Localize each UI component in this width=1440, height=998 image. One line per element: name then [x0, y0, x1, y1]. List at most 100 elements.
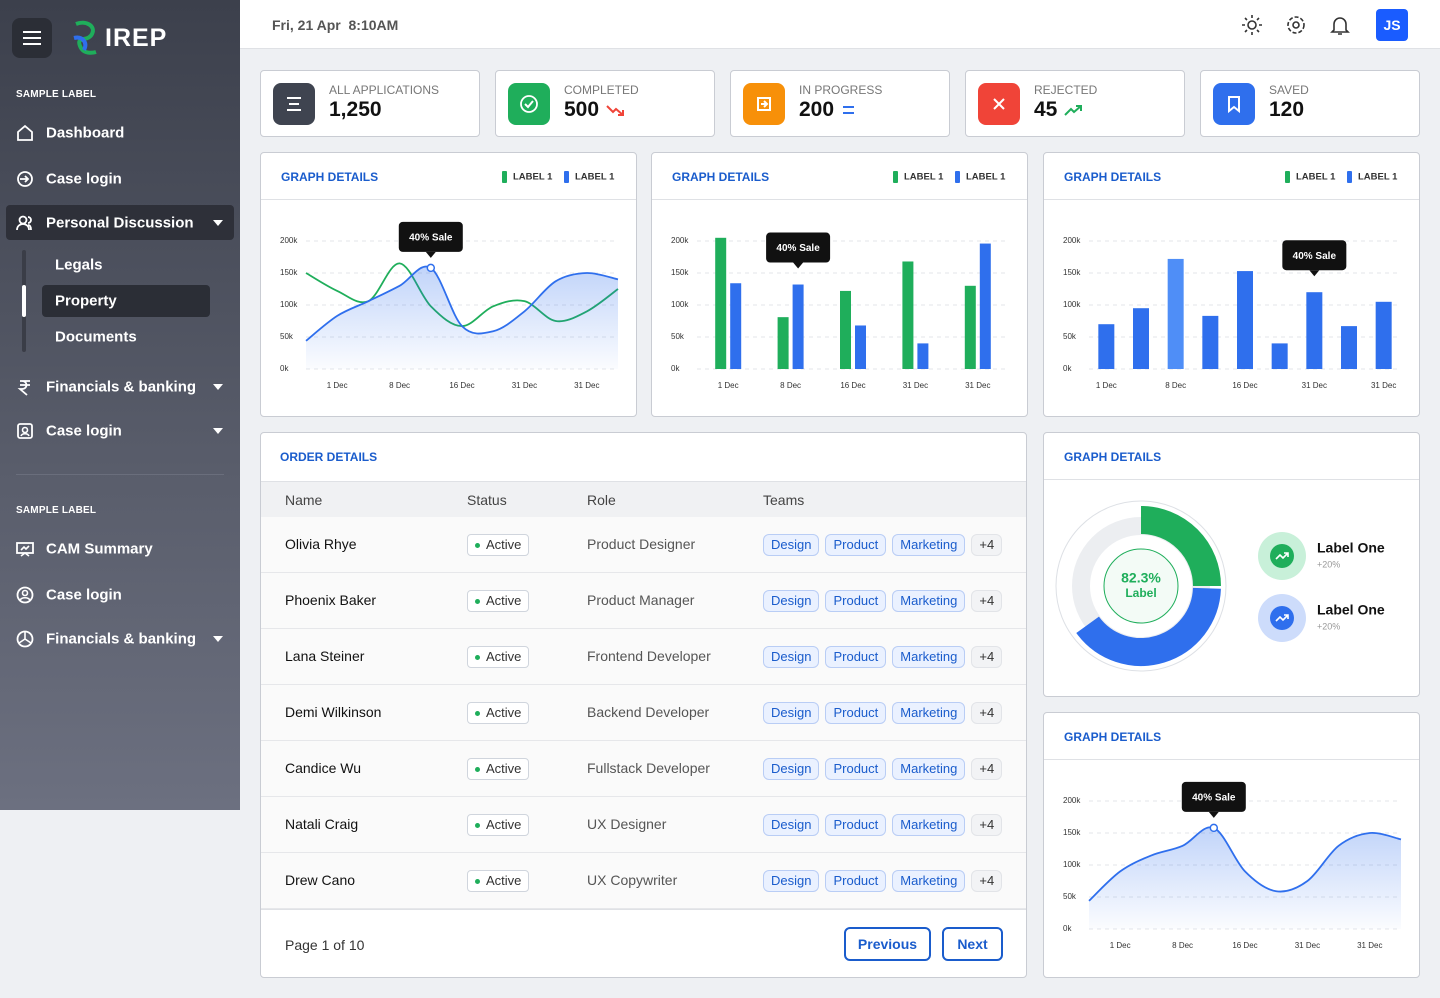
bar: [979, 243, 991, 369]
y-tick-label: 100k: [1063, 300, 1081, 309]
y-tick-label: 50k: [671, 332, 685, 341]
status-badge: Active: [467, 758, 530, 780]
nav-item[interactable]: Case login: [46, 586, 122, 604]
card-header: [261, 153, 636, 200]
cell-name: Olivia Rhye: [285, 536, 357, 552]
tooltip-pointer: [1309, 270, 1320, 277]
stat-glyph: [520, 95, 538, 113]
chart-card: GRAPH DETAILS 0k 50k 100k 150k 200k LABEL 1 LAB…: [1043, 152, 1420, 417]
previous-button[interactable]: Previous: [844, 927, 931, 961]
legend-swatch: [955, 171, 960, 183]
x-tick-label: 8 Dec: [1165, 381, 1186, 390]
cell-name: Phoenix Baker: [285, 592, 377, 608]
stat-row: 200: [799, 98, 862, 122]
sub-item[interactable]: Documents: [55, 328, 137, 346]
x-tick-label: 31 Dec: [574, 381, 599, 390]
icon: [16, 542, 34, 557]
stat-card: COMPLETED 500: [495, 70, 715, 137]
cell-role: Fullstack Developer: [587, 760, 710, 776]
nav-item[interactable]: CAM Summary: [46, 540, 153, 558]
trend-icon: [843, 106, 855, 114]
icon: [17, 380, 30, 396]
card-title: GRAPH DETAILS: [1064, 730, 1162, 744]
status-badge: Active: [467, 534, 530, 556]
x-tick-label: 31 Dec: [1357, 941, 1382, 950]
bar: [1375, 301, 1392, 369]
x-tick-label: 1 Dec: [718, 381, 739, 390]
icon: [17, 423, 33, 439]
bar: [1133, 308, 1149, 369]
y-tick-label: 150k: [671, 268, 689, 277]
chevron: [213, 636, 223, 642]
trend-icon: [606, 105, 625, 116]
nav-item[interactable]: Financials & banking: [46, 630, 197, 648]
stat-value: 45: [1034, 98, 1058, 121]
card-title: GRAPH DETAILS: [281, 170, 379, 184]
sub-item[interactable]: Property: [55, 292, 117, 310]
x-tick-label: 31 Dec: [1295, 941, 1320, 950]
avatar[interactable]: JS: [1376, 9, 1408, 41]
bar: [1098, 324, 1115, 369]
card-title: GRAPH DETAILS: [1064, 450, 1162, 464]
tooltip-bg: [398, 221, 463, 252]
y-tick-label: 0k: [1063, 924, 1072, 933]
legend-label: LABEL 1: [513, 172, 553, 183]
chart: 0k 50k 100k 150k 200k 1 Dec 8 Dec 16 Dec 31 Dec 3…: [1063, 781, 1402, 950]
team-chip: +4: [971, 814, 1003, 836]
chart: 0k 50k 100k 150k 200k LABEL 1 LABEL 1 1 Dec 8 De…: [671, 171, 1009, 390]
bar: [1167, 258, 1184, 369]
x-tick-label: 8 Dec: [1172, 941, 1193, 950]
status-text: Active: [486, 873, 522, 888]
center-label: Label: [1125, 586, 1156, 600]
chevron: [213, 384, 223, 390]
x-tick-label: 1 Dec: [1096, 381, 1117, 390]
nav-item[interactable]: Personal Discussion: [46, 214, 194, 232]
stat-glyph: [524, 100, 534, 109]
table-footer-line: [261, 909, 1026, 910]
team-chip: Design: [763, 758, 820, 780]
column-header: Teams: [763, 492, 805, 508]
icon: [17, 171, 33, 187]
table-row: Demi Wilkinson Active Backend Developer Des…: [261, 685, 1026, 741]
trend: [1064, 105, 1083, 116]
teams: Design Product Marketing +4: [763, 646, 1008, 668]
y-tick-label: 200k: [1063, 236, 1081, 245]
icon: [16, 215, 32, 231]
card-title: GRAPH DETAILS: [672, 170, 770, 184]
tooltip-bg: [766, 232, 831, 263]
tooltip-pointer: [793, 262, 804, 269]
legend-glyph: [1275, 552, 1289, 560]
tooltip-text: 40% Sale: [1293, 251, 1337, 262]
datetime: Fri, 21 Apr 8:10AM: [272, 17, 399, 33]
team-chip: Design: [763, 534, 820, 556]
team-chip: Design: [763, 590, 820, 612]
team-chip: Product: [825, 646, 887, 668]
nav-item[interactable]: Case login: [46, 422, 122, 440]
x-tick-label: 1 Dec: [327, 381, 348, 390]
status-dot: [475, 543, 480, 548]
x-tick-label: 8 Dec: [780, 381, 801, 390]
point-marker: [426, 263, 436, 273]
sub-item[interactable]: Legals: [55, 256, 103, 274]
legend-change: +20%: [1317, 621, 1340, 631]
nav-item[interactable]: Case login: [46, 170, 122, 188]
menu-button[interactable]: [12, 18, 52, 58]
table-row: Natali Craig Active UX Designer Design Produ…: [261, 797, 1026, 853]
tooltip-text: 40% Sale: [776, 243, 820, 254]
x-tick-label: 8 Dec: [389, 381, 410, 390]
theme-icon[interactable]: [1241, 14, 1263, 36]
settings-icon[interactable]: [1285, 14, 1307, 36]
team-chip: Marketing: [892, 646, 966, 668]
bar: [1341, 326, 1357, 369]
nav-item[interactable]: Dashboard: [46, 124, 125, 142]
notification-icon[interactable]: [1329, 14, 1351, 36]
team-chip: Marketing: [892, 870, 966, 892]
y-tick-label: 50k: [1063, 332, 1077, 341]
nav-item[interactable]: Financials & banking: [46, 378, 197, 396]
cell-role: Product Designer: [587, 536, 696, 552]
legend-change: +20%: [1317, 559, 1340, 569]
next-button[interactable]: Next: [942, 927, 1003, 961]
table-header: Name Status Role Teams: [261, 481, 1026, 517]
card-title: ORDER DETAILS: [280, 450, 378, 464]
bar: [902, 261, 914, 369]
